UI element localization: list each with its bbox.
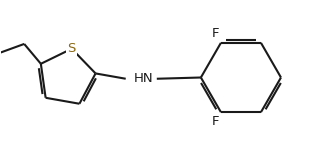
Text: S: S xyxy=(68,42,76,55)
Text: F: F xyxy=(212,115,219,128)
Text: F: F xyxy=(212,27,219,40)
Text: HN: HN xyxy=(134,72,153,85)
